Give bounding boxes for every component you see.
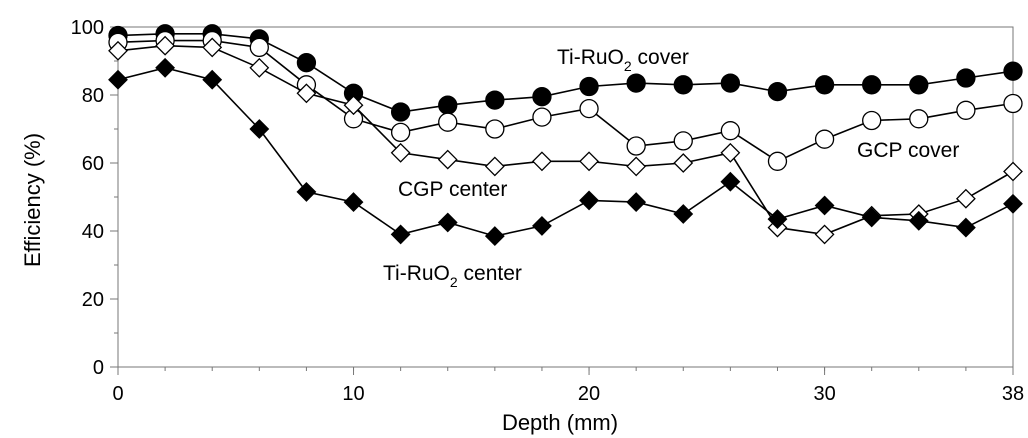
data-point <box>814 129 835 149</box>
data-point <box>249 57 270 78</box>
annotation-layer: Ti-RuO2 cover GCP cover CGP center Ti-Ru… <box>383 46 959 290</box>
data-point <box>296 181 317 202</box>
data-point <box>1003 161 1023 182</box>
data-point <box>862 75 882 95</box>
data-point <box>343 192 364 213</box>
data-point <box>579 151 599 172</box>
data-point <box>862 110 882 131</box>
data-point <box>1003 93 1023 114</box>
data-point <box>202 37 223 58</box>
x-tick-label: 38 <box>1002 383 1024 405</box>
data-point <box>343 95 364 116</box>
data-point <box>909 75 929 95</box>
data-point <box>155 57 176 78</box>
y-tick-label: 60 <box>82 153 104 175</box>
data-point <box>485 119 505 139</box>
axes: 0 20 40 60 80 100 0 10 20 30 38 <box>71 17 1025 405</box>
annotation-gcp-cover: GCP cover <box>857 139 959 162</box>
y-tick-label: 0 <box>93 357 104 379</box>
data-point <box>673 204 694 224</box>
data-point <box>1003 193 1023 214</box>
series-layer <box>108 24 1023 247</box>
data-point <box>673 153 694 173</box>
series-diamond-filled <box>108 57 1023 247</box>
data-point <box>249 37 269 58</box>
plot-frame <box>117 26 1014 368</box>
data-point <box>720 142 741 163</box>
data-point <box>814 195 835 216</box>
x-tick-label: 20 <box>578 383 600 405</box>
annotation-ti-ruo2-cover: Ti-RuO2 cover <box>557 46 689 74</box>
data-point <box>861 207 882 228</box>
annotation-cgp-center: CGP center <box>398 178 507 201</box>
series-circle-open <box>108 30 1023 171</box>
series-circle-filled <box>108 24 1023 122</box>
data-point <box>579 98 599 119</box>
data-point <box>390 142 411 163</box>
y-tick-label: 40 <box>82 221 104 243</box>
data-point <box>437 149 458 170</box>
data-point <box>814 224 835 245</box>
data-point <box>767 209 788 230</box>
data-point <box>579 190 599 211</box>
data-point <box>956 100 976 120</box>
data-point <box>202 69 223 90</box>
data-point <box>485 90 505 110</box>
data-point <box>108 69 128 90</box>
data-point <box>484 156 505 177</box>
data-point <box>532 87 552 107</box>
data-point <box>108 40 128 61</box>
data-point <box>532 107 552 127</box>
y-tick-label: 80 <box>82 85 104 107</box>
data-point <box>532 151 552 172</box>
data-point <box>720 73 741 93</box>
x-tick-label: 30 <box>813 383 835 405</box>
data-point <box>438 95 458 115</box>
data-point <box>956 68 976 88</box>
data-point <box>720 171 741 192</box>
data-point <box>437 212 458 233</box>
data-point <box>626 192 647 213</box>
x-axis-title: Depth (mm) <box>502 410 618 435</box>
data-point <box>814 75 835 95</box>
data-point <box>296 83 317 104</box>
data-point <box>579 76 599 97</box>
y-tick-label: 20 <box>82 289 104 311</box>
data-point <box>673 75 693 95</box>
data-point <box>767 151 788 171</box>
y-tick-label: 100 <box>71 17 104 39</box>
data-point <box>626 136 646 156</box>
data-point <box>955 188 976 209</box>
data-point <box>767 81 788 102</box>
data-point <box>1003 61 1023 81</box>
data-point <box>484 226 505 247</box>
annotation-ti-ruo2-center: Ti-RuO2 center <box>383 262 522 290</box>
data-point <box>908 210 929 231</box>
data-point <box>626 156 647 177</box>
data-point <box>955 217 976 238</box>
y-axis-title: Efficiency (%) <box>20 133 45 267</box>
data-point <box>673 131 693 151</box>
data-point <box>720 121 741 141</box>
x-tick-label: 10 <box>342 383 364 405</box>
data-point <box>390 224 411 245</box>
data-point <box>390 102 411 122</box>
data-point <box>249 119 270 139</box>
data-point <box>909 109 929 129</box>
data-point <box>532 215 552 236</box>
data-point <box>296 53 317 73</box>
data-point <box>626 73 646 93</box>
data-point <box>390 122 411 143</box>
x-tick-label: 0 <box>112 383 123 405</box>
data-point <box>155 35 176 56</box>
data-point <box>438 112 458 132</box>
